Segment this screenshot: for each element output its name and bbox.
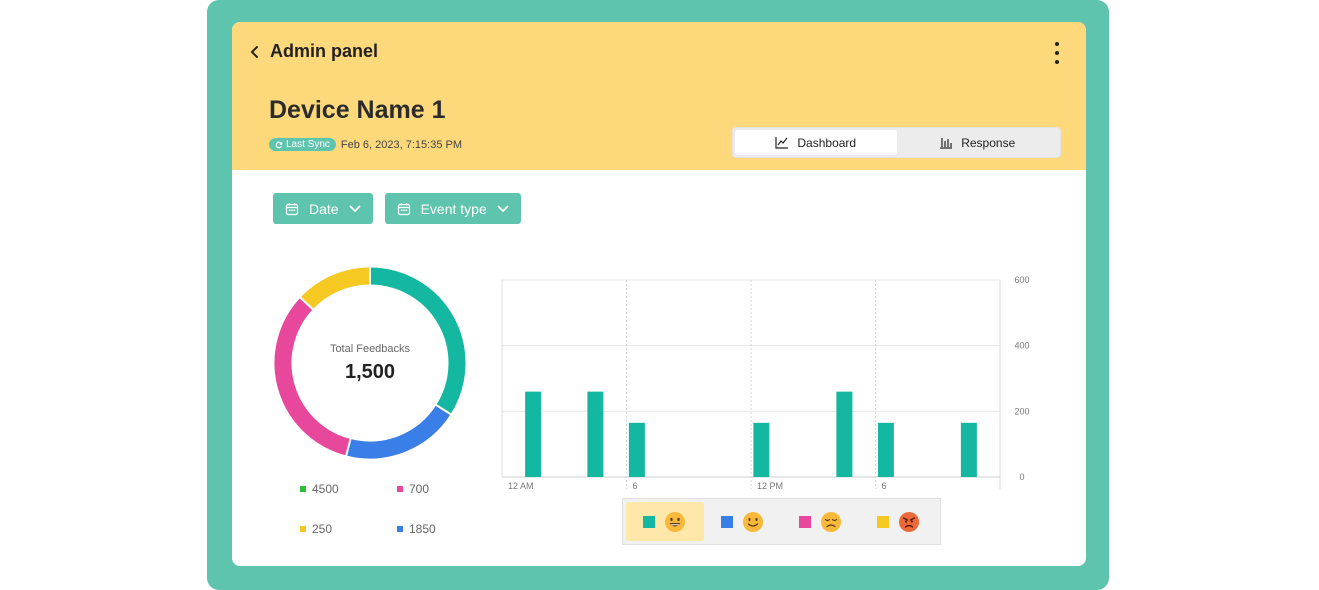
- donut-separator: [344, 437, 352, 458]
- back-navigation[interactable]: Admin panel: [250, 41, 378, 62]
- sync-badge-label: Last Sync: [286, 139, 330, 150]
- legend-item: 250: [300, 522, 397, 536]
- x-tick-label: 6: [633, 481, 638, 491]
- bar: [628, 422, 645, 477]
- donut-separator: [434, 403, 453, 416]
- x-tick-label: 12 AM: [508, 481, 534, 491]
- smile-face-icon: [743, 511, 764, 532]
- sentiment-swatch: [876, 515, 889, 528]
- event-type-filter-label: Event type: [420, 200, 487, 217]
- tab-response-label: Response: [961, 135, 1016, 150]
- y-tick-label: 0: [1019, 472, 1024, 482]
- bar-chart-icon: [940, 138, 953, 149]
- tab-dashboard[interactable]: Dashboard: [735, 130, 897, 155]
- donut-total: 1,500: [344, 360, 396, 383]
- bar-chart: 0 200 400 600 12 AM 6 12 PM 6: [501, 275, 1030, 491]
- legend-value: 1850: [409, 522, 436, 536]
- refresh-icon: [275, 141, 283, 148]
- bar: [753, 422, 770, 477]
- legend-value: 250: [312, 522, 333, 536]
- chevron-down-icon: [349, 205, 360, 212]
- legend-swatch: [397, 526, 403, 532]
- legend-value: 700: [409, 482, 430, 496]
- view-tabs: Dashboard Response: [732, 127, 1061, 158]
- sentiment-very-happy[interactable]: [626, 502, 704, 541]
- legend-swatch: [300, 526, 306, 532]
- sad-face-icon: [820, 511, 841, 532]
- line-chart-icon: [775, 137, 789, 149]
- chevron-left-icon[interactable]: [250, 45, 260, 59]
- sync-status: Last Sync Feb 6, 2023, 7:15:35 PM: [269, 138, 462, 151]
- tab-dashboard-label: Dashboard: [797, 135, 857, 150]
- y-tick-label: 600: [1014, 275, 1029, 285]
- tab-response[interactable]: Response: [897, 130, 1059, 155]
- donut-separator: [298, 295, 315, 312]
- donut-slice-yellow: [300, 267, 371, 310]
- date-filter-label: Date: [309, 200, 339, 217]
- date-filter-button[interactable]: Date: [273, 193, 373, 224]
- bar: [525, 391, 542, 477]
- bar: [877, 422, 894, 477]
- sentiment-sad[interactable]: [782, 502, 860, 541]
- sentiment-swatch: [721, 515, 734, 528]
- sentiment-happy[interactable]: [704, 502, 782, 541]
- sync-time: Feb 6, 2023, 7:15:35 PM: [340, 138, 463, 151]
- page-title: Admin panel: [270, 41, 379, 61]
- bar: [836, 391, 853, 477]
- donut-slice-pink: [274, 297, 351, 456]
- donut-legend: 4500 700 250 1850: [300, 482, 470, 536]
- legend-value: 4500: [312, 482, 339, 496]
- y-tick-label: 200: [1014, 406, 1029, 416]
- bar: [587, 391, 604, 477]
- calendar-icon: [285, 202, 299, 215]
- dashboard-card: Admin panel Device Name 1 Last Sync Feb …: [232, 22, 1086, 566]
- y-tick-label: 400: [1014, 341, 1029, 351]
- device-name: Device Name 1: [269, 96, 446, 124]
- legend-swatch: [397, 486, 403, 492]
- donut-center: Total Feedbacks 1,500: [273, 266, 467, 460]
- legend-item: 4500: [300, 482, 397, 496]
- filter-bar: Date Event type: [273, 193, 521, 224]
- donut-slice-teal: [369, 267, 466, 415]
- sync-badge: Last Sync: [269, 138, 336, 151]
- calendar-icon: [397, 202, 410, 215]
- donut-chart-svg: [274, 266, 466, 459]
- angry-face-icon: [898, 511, 919, 532]
- donut-slice-blue: [346, 404, 451, 459]
- header: Admin panel Device Name 1 Last Sync Feb …: [232, 22, 1086, 170]
- legend-item: 1850: [397, 522, 477, 536]
- bar: [960, 422, 977, 477]
- event-type-filter-button[interactable]: Event type: [384, 193, 521, 224]
- chevron-down-icon: [497, 205, 509, 212]
- sentiment-swatch: [798, 515, 811, 528]
- sentiment-angry[interactable]: [859, 502, 937, 541]
- legend-swatch: [300, 486, 306, 492]
- donut-chart: Total Feedbacks 1,500: [273, 266, 467, 460]
- very-happy-face-icon: [665, 511, 686, 532]
- sentiment-swatch: [643, 515, 656, 528]
- x-tick-label: 6: [882, 481, 887, 491]
- legend-item: 700: [397, 482, 477, 496]
- x-tick-label: 12 PM: [757, 481, 783, 491]
- donut-label: Total Feedbacks: [329, 342, 411, 355]
- more-options-icon[interactable]: [1054, 42, 1060, 64]
- sentiment-filter: [622, 498, 941, 545]
